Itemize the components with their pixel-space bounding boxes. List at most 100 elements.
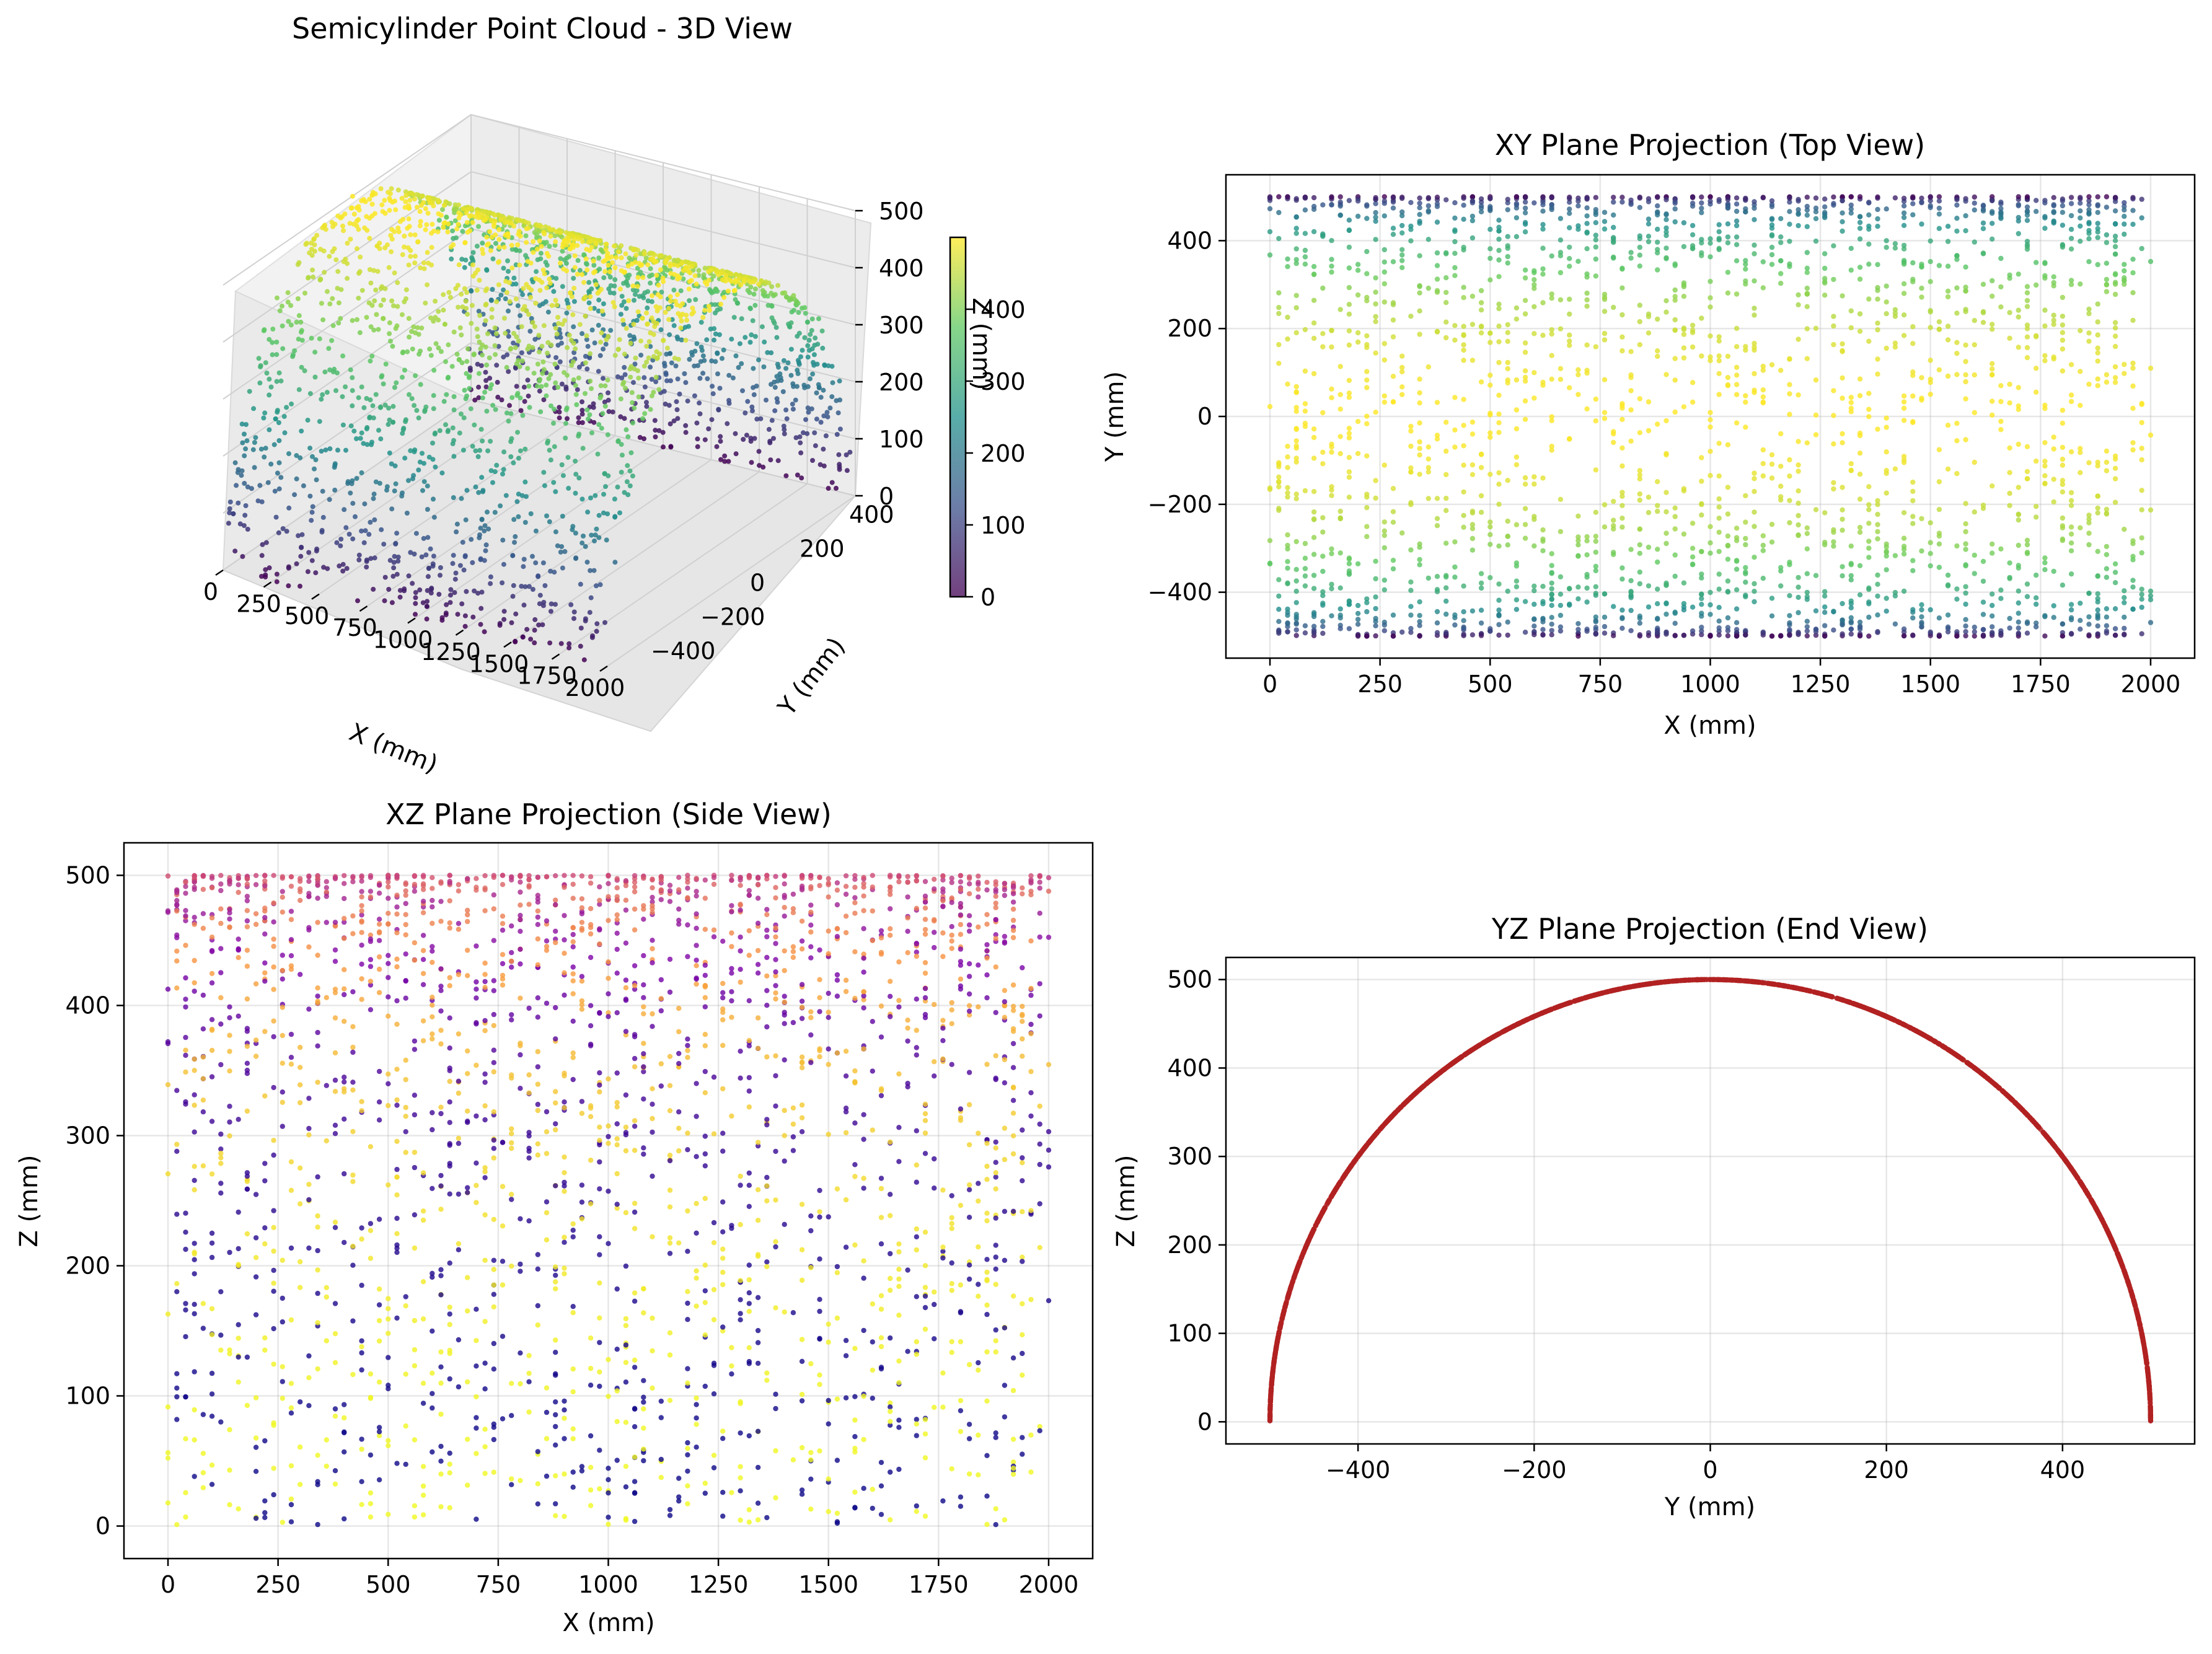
- xy-point: [1725, 625, 1731, 630]
- xy-point: [1796, 512, 1801, 519]
- point-3d: [526, 394, 531, 399]
- xy-point: [1320, 410, 1326, 416]
- point-3d: [660, 429, 666, 435]
- point-3d: [445, 429, 451, 434]
- xy-point: [1329, 257, 1334, 262]
- xy-point: [2139, 215, 2144, 221]
- xy-point: [1734, 382, 1740, 387]
- xy-point: [1857, 472, 1863, 477]
- point-3d: [448, 244, 454, 250]
- xy-point: [1972, 239, 1977, 245]
- xy-point: [1558, 602, 1564, 609]
- xy-point: [1505, 322, 1510, 328]
- point-3d: [579, 239, 585, 244]
- xy-point: [2078, 627, 2083, 632]
- point-3d: [461, 567, 467, 573]
- xy-point: [2024, 284, 2030, 289]
- xy-point: [1470, 420, 1476, 425]
- point-3d: [619, 302, 625, 308]
- point-3d: [389, 600, 395, 605]
- point-3d: [551, 480, 557, 485]
- point-3d: [330, 296, 335, 301]
- xy-point: [1884, 206, 1889, 212]
- xy-point: [1989, 398, 1995, 404]
- xy-point: [1725, 270, 1731, 275]
- xy-point: [1928, 309, 1933, 315]
- point-3d: [449, 364, 455, 369]
- xy-point: [1655, 601, 1660, 607]
- point-3d: [573, 472, 579, 477]
- xy-point: [2060, 209, 2066, 215]
- xy-point: [1707, 524, 1713, 529]
- point-3d: [359, 430, 364, 436]
- point-3d: [513, 611, 519, 617]
- xy-point: [1549, 414, 1554, 420]
- xy-point: [2112, 499, 2118, 505]
- point-3d: [706, 269, 712, 275]
- point-3d: [495, 379, 500, 385]
- point-3d: [347, 221, 353, 226]
- point-3d: [413, 595, 418, 600]
- point-3d: [340, 353, 346, 359]
- point-3d: [267, 427, 272, 433]
- point-3d: [285, 290, 291, 296]
- point-3d: [778, 375, 783, 381]
- point-3d: [294, 476, 299, 482]
- xy-point: [2095, 235, 2100, 240]
- point-3d: [462, 240, 468, 245]
- point-3d: [627, 483, 633, 488]
- point-3d: [433, 341, 439, 346]
- xy-point: [1478, 209, 1484, 214]
- xy-point: [1373, 605, 1378, 612]
- xy-point: [1285, 444, 1290, 449]
- xy-point: [1787, 627, 1792, 633]
- point-3d: [586, 416, 591, 422]
- point-3d: [462, 623, 468, 629]
- xy-point: [1936, 447, 1942, 452]
- point-3d: [456, 222, 461, 227]
- point-3d: [345, 481, 351, 486]
- xy-point: [1593, 534, 1598, 539]
- point-3d: [470, 273, 476, 279]
- point-3d: [496, 344, 501, 349]
- point-3d: [406, 573, 412, 579]
- xy-point: [1725, 240, 1731, 245]
- xy-point: [1998, 587, 2004, 593]
- xy-point: [1989, 483, 1995, 489]
- xy-point: [1637, 472, 1642, 478]
- xy-point: [1522, 475, 1528, 481]
- xy-point: [1320, 202, 1326, 208]
- xy-point: [2042, 555, 2048, 561]
- point-3d: [366, 532, 372, 537]
- xy-point: [1311, 535, 1317, 540]
- point-3d: [390, 200, 395, 205]
- point-3d: [510, 553, 516, 558]
- xy-point: [1928, 258, 1933, 265]
- point-3d: [506, 234, 511, 240]
- point-3d: [559, 340, 564, 346]
- point-3d: [641, 363, 647, 369]
- xy-point: [1857, 393, 1863, 398]
- xy-point: [1443, 495, 1449, 501]
- point-3d: [400, 350, 405, 356]
- point-3d: [538, 409, 544, 415]
- point-3d: [581, 279, 586, 285]
- point-3d: [827, 405, 833, 411]
- point-3d: [506, 418, 511, 424]
- xy-point: [1364, 369, 1370, 374]
- point-3d: [585, 509, 591, 515]
- xy-point: [1699, 315, 1704, 321]
- xy-point: [1346, 227, 1352, 233]
- xy-point: [1919, 221, 1924, 227]
- xy-point: [2139, 402, 2144, 407]
- xy-point: [2042, 402, 2048, 408]
- xy-point: [2007, 574, 2012, 581]
- point-3d: [320, 392, 325, 397]
- xy-point: [1699, 209, 1704, 216]
- xy-point: [2016, 194, 2021, 200]
- xy-point: [1690, 232, 1696, 237]
- point-3d: [606, 473, 611, 478]
- point-3d: [668, 294, 673, 299]
- point-3d: [454, 351, 460, 357]
- xy-point: [1619, 503, 1625, 508]
